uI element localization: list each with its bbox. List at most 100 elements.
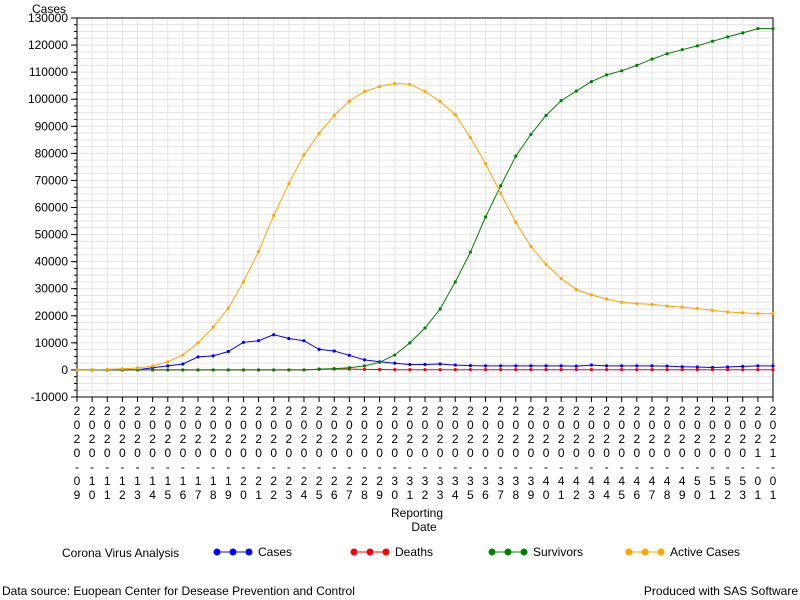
- legend-swatch-dot: [350, 548, 358, 556]
- series-lines: [75, 26, 775, 372]
- x-tick-label: 2 0 2 0 -1 7: [195, 404, 202, 502]
- data-point: [211, 325, 215, 329]
- data-point: [166, 360, 170, 364]
- y-tick-label: 120000: [28, 38, 68, 52]
- x-tick-label: 2 0 2 0 -4 0: [543, 404, 550, 502]
- data-point: [710, 308, 715, 312]
- data-point: [241, 368, 246, 372]
- data-point: [302, 368, 306, 372]
- legend-swatch-dot: [229, 548, 237, 556]
- data-point: [483, 364, 488, 368]
- x-tick-label: 2 0 2 0 -5 1: [709, 404, 716, 502]
- y-tick-label: 70000: [35, 173, 69, 187]
- x-axis-label-line2: Date: [411, 520, 437, 534]
- data-point: [574, 287, 578, 292]
- data-point: [256, 339, 261, 343]
- data-point: [438, 368, 442, 372]
- data-point: [483, 162, 488, 166]
- data-point: [650, 364, 654, 368]
- data-point: [75, 368, 79, 372]
- data-point: [499, 368, 503, 372]
- data-point: [680, 305, 684, 309]
- data-point: [559, 368, 563, 372]
- data-point: [604, 364, 609, 368]
- data-point: [771, 26, 775, 31]
- data-point: [650, 302, 654, 307]
- data-point: [529, 364, 533, 368]
- data-point: [332, 113, 336, 118]
- y-tick-label: 40000: [35, 255, 69, 269]
- data-point: [635, 364, 639, 368]
- data-point: [241, 280, 246, 284]
- x-tick-label: 2 0 2 0 -1 0: [89, 404, 96, 502]
- data-point: [514, 368, 518, 372]
- data-point: [620, 300, 624, 304]
- x-tick-label: 2 0 2 0 -3 9: [528, 404, 535, 502]
- data-point: [695, 44, 699, 48]
- data-point: [710, 368, 715, 372]
- data-point: [423, 362, 427, 367]
- x-tick-label: 2 0 2 0 -1 5: [164, 404, 171, 502]
- data-point: [423, 90, 427, 94]
- legend-swatch-dot: [625, 548, 633, 556]
- data-point: [665, 368, 669, 372]
- x-tick-label: 2 0 2 0 -4 3: [588, 404, 595, 502]
- x-tick-label: 2 0 2 0 -5 2: [724, 404, 731, 502]
- legend: Corona Virus Analysis Cases Deaths Survivo…: [62, 545, 740, 560]
- legend-swatch-dot: [213, 548, 221, 556]
- x-tick-label: 2 0 2 0 -2 4: [301, 404, 308, 502]
- data-point: [196, 368, 200, 372]
- data-point: [620, 69, 624, 73]
- data-point: [771, 364, 775, 368]
- data-point: [393, 81, 397, 86]
- data-point: [211, 368, 215, 372]
- data-point: [378, 367, 382, 372]
- data-point: [544, 113, 548, 118]
- x-tick-label: 2 0 2 0 -2 6: [331, 404, 338, 502]
- data-point: [317, 347, 321, 351]
- data-point: [741, 311, 745, 315]
- data-point: [574, 89, 578, 93]
- data-source-note: Data source: Euopean Center for Desease …: [2, 584, 355, 598]
- produced-with-note: Produced with SAS Software: [643, 584, 798, 598]
- data-point: [514, 220, 518, 224]
- data-point: [695, 306, 699, 311]
- data-point: [362, 367, 367, 371]
- data-point: [726, 35, 730, 39]
- x-tick-label: 2 0 2 0 -3 6: [482, 404, 489, 502]
- x-tick-label: 2 0 2 0 -2 7: [346, 404, 353, 502]
- x-tick-label: 2 0 2 0 -1 8: [210, 404, 217, 502]
- data-point: [468, 368, 472, 372]
- data-point: [438, 99, 442, 103]
- legend-swatch-dot: [245, 548, 253, 556]
- data-point: [695, 368, 699, 372]
- data-point: [302, 153, 306, 157]
- legend-title: Corona Virus Analysis: [62, 546, 179, 560]
- data-point: [120, 367, 124, 371]
- data-point: [544, 364, 548, 368]
- x-axis-label-line1: Reporting: [391, 506, 443, 520]
- data-point: [468, 250, 472, 254]
- data-point: [483, 215, 488, 219]
- data-point: [604, 297, 609, 301]
- x-tick-label: 2 0 2 0 -4 8: [664, 404, 671, 502]
- data-point: [166, 368, 170, 372]
- data-point: [559, 276, 563, 281]
- y-tick-label: 80000: [35, 146, 69, 160]
- data-point: [635, 302, 639, 306]
- legend-label: Deaths: [395, 545, 433, 559]
- x-tick-label: 2 0 2 0 -5 3: [739, 404, 746, 502]
- legend-label: Active Cases: [670, 545, 740, 559]
- data-point: [105, 367, 109, 371]
- data-point: [741, 368, 745, 372]
- data-point: [393, 361, 397, 365]
- data-point: [756, 26, 760, 31]
- data-point: [529, 368, 533, 372]
- data-point: [332, 366, 336, 371]
- data-point: [287, 182, 291, 186]
- y-tick-label: 50000: [35, 228, 69, 242]
- data-point: [665, 304, 669, 308]
- data-point: [499, 184, 503, 188]
- data-point: [559, 364, 563, 368]
- x-tick-label: 2 0 2 0 -1 6: [180, 404, 187, 502]
